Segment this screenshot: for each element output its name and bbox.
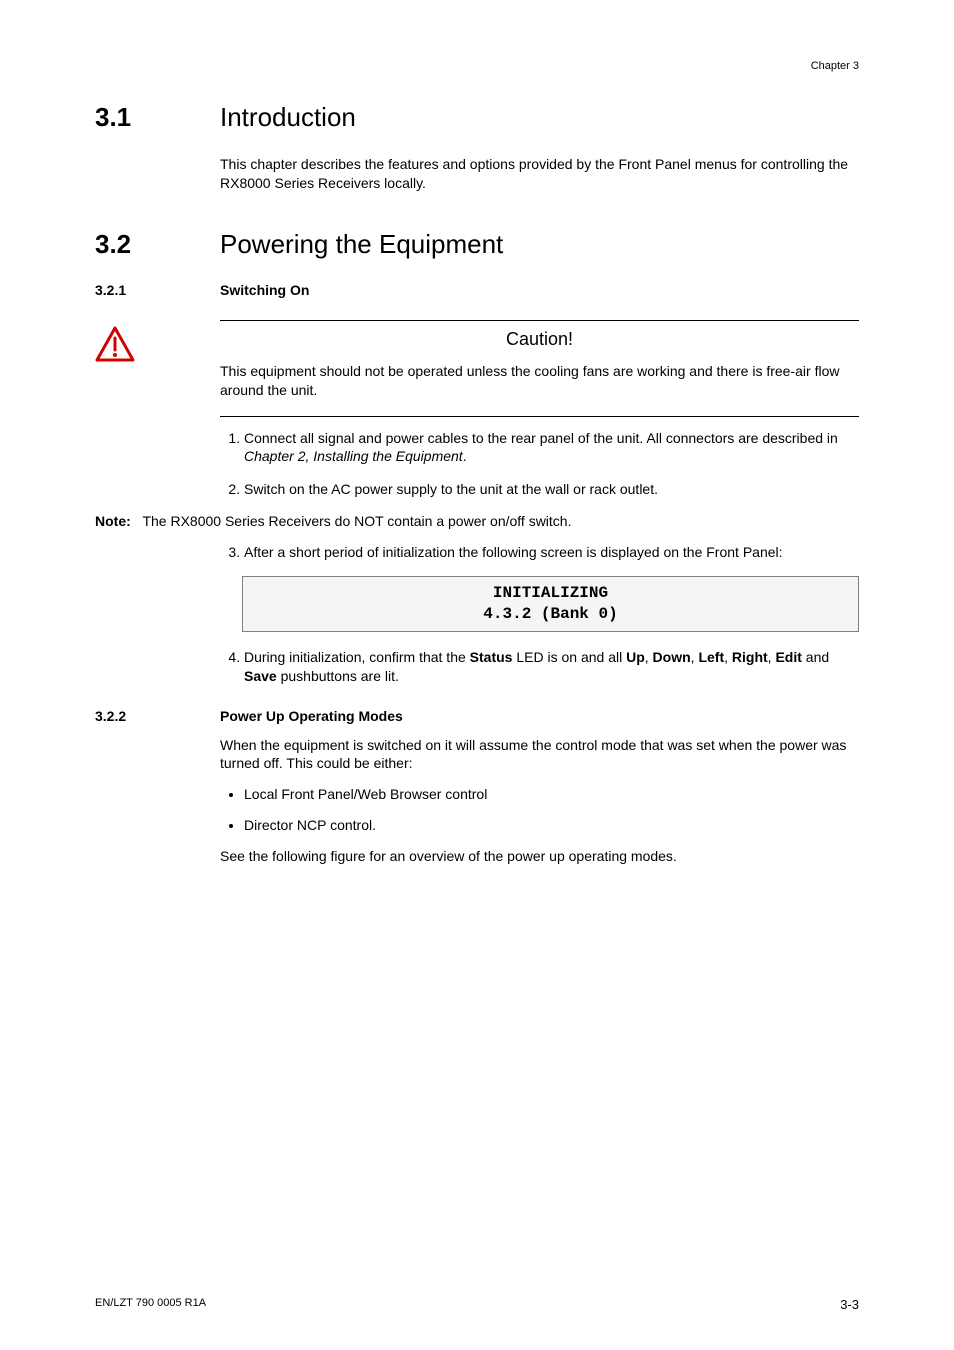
section-3-2-2-body: When the equipment is switched on it wil…: [220, 736, 859, 774]
subsection-number: 3.2.2: [95, 708, 220, 724]
page: Chapter 3 3.1 Introduction This chapter …: [0, 0, 954, 1350]
text: .: [463, 448, 467, 464]
note-text: The RX8000 Series Receivers do NOT conta…: [142, 513, 571, 529]
text: ,: [645, 649, 653, 665]
ordered-list: During initialization, confirm that the …: [220, 648, 859, 686]
note-line: Note: The RX8000 Series Receivers do NOT…: [95, 513, 859, 529]
bold: Edit: [775, 649, 801, 665]
section-3-1-body: This chapter describes the features and …: [220, 155, 859, 193]
ordered-list: Connect all signal and power cables to t…: [220, 429, 859, 500]
list-item: After a short period of initialization t…: [244, 543, 859, 562]
emphasis: Chapter 2, Installing the Equipment: [244, 448, 463, 464]
chapter-header: Chapter 3: [95, 60, 859, 72]
page-footer: EN/LZT 790 0005 R1A 3-3: [95, 1297, 859, 1312]
list-item: Connect all signal and power cables to t…: [244, 429, 859, 467]
section-3-2-2-heading: 3.2.2 Power Up Operating Modes: [95, 708, 859, 724]
text: LED is on and all: [512, 649, 626, 665]
list-item: Director NCP control.: [244, 816, 859, 835]
footer-page-number: 3-3: [840, 1297, 859, 1312]
footer-left: EN/LZT 790 0005 R1A: [95, 1297, 206, 1312]
section-3-2-1-heading: 3.2.1 Switching On: [95, 282, 859, 298]
section-3-2-heading: 3.2 Powering the Equipment: [95, 229, 859, 260]
text: Connect all signal and power cables to t…: [244, 430, 838, 446]
list-item: Local Front Panel/Web Browser control: [244, 785, 859, 804]
bold: Right: [732, 649, 768, 665]
text: pushbuttons are lit.: [277, 668, 399, 684]
list-item: During initialization, confirm that the …: [244, 648, 859, 686]
list-item: Switch on the AC power supply to the uni…: [244, 480, 859, 499]
steps-block-1: Connect all signal and power cables to t…: [220, 429, 859, 500]
bold: Left: [698, 649, 724, 665]
caution-body: This equipment should not be operated un…: [220, 362, 859, 400]
warning-triangle-icon: [95, 326, 135, 362]
bold: Down: [653, 649, 691, 665]
lcd-line-1: INITIALIZING: [243, 583, 858, 604]
caution-rule-top: [220, 320, 859, 321]
lcd-display: INITIALIZING 4.3.2 (Bank 0): [242, 576, 859, 632]
ordered-list: After a short period of initialization t…: [220, 543, 859, 562]
subsection-number: 3.2.1: [95, 282, 220, 298]
caution-rule-bottom: [220, 416, 859, 417]
section-number: 3.2: [95, 229, 220, 260]
note-label: Note:: [95, 513, 131, 529]
caution-content: Caution! This equipment should not be op…: [220, 320, 859, 417]
steps-block-2: After a short period of initialization t…: [220, 543, 859, 562]
section-title: Introduction: [220, 102, 859, 133]
subsection-title: Switching On: [220, 282, 859, 298]
bullets-block: Local Front Panel/Web Browser control Di…: [220, 785, 859, 835]
unordered-list: Local Front Panel/Web Browser control Di…: [220, 785, 859, 835]
section-3-2-2-tail: See the following figure for an overview…: [220, 847, 859, 866]
caution-icon-col: [95, 320, 220, 367]
text: ,: [724, 649, 732, 665]
bold: Up: [626, 649, 645, 665]
caution-block: Caution! This equipment should not be op…: [95, 320, 859, 417]
subsection-title: Power Up Operating Modes: [220, 708, 859, 724]
section-number: 3.1: [95, 102, 220, 133]
caution-title: Caution!: [220, 329, 859, 350]
bold: Status: [470, 649, 513, 665]
bold: Save: [244, 668, 277, 684]
lcd-line-2: 4.3.2 (Bank 0): [243, 604, 858, 625]
lcd-container: INITIALIZING 4.3.2 (Bank 0): [220, 576, 859, 632]
section-title: Powering the Equipment: [220, 229, 859, 260]
text: During initialization, confirm that the: [244, 649, 470, 665]
section-3-1-heading: 3.1 Introduction: [95, 102, 859, 133]
text: and: [802, 649, 829, 665]
steps-block-3: During initialization, confirm that the …: [220, 648, 859, 686]
